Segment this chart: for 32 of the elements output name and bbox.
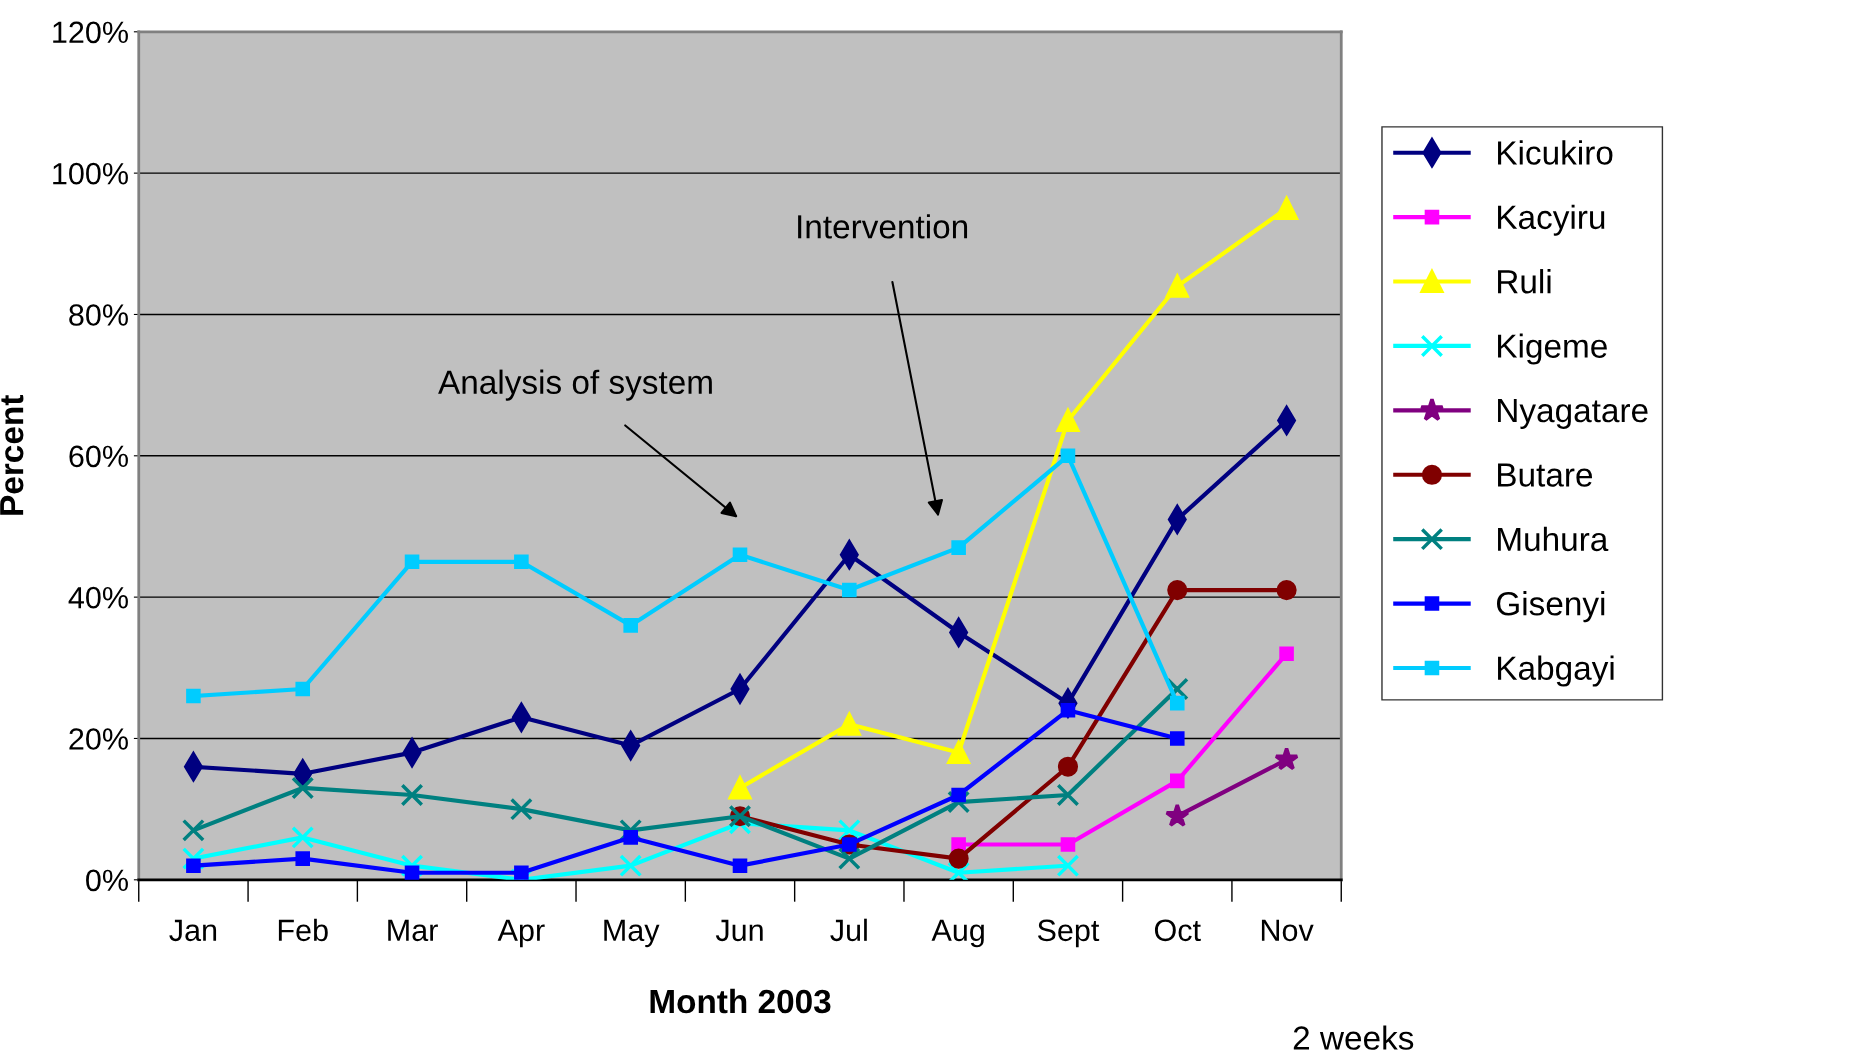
legend-label: Muhura bbox=[1498, 526, 1609, 552]
x-tick-label: Mar bbox=[388, 919, 438, 942]
y-tick-label: 80% bbox=[69, 304, 128, 326]
y-tick-label: 60% bbox=[69, 445, 128, 468]
annotation: Intervention bbox=[798, 214, 968, 239]
x-tick-label: Jul bbox=[830, 918, 867, 942]
y-tick-label: 120% bbox=[53, 21, 128, 44]
legend-label: Kabgayi bbox=[1498, 655, 1614, 687]
x-tick-label: Apr bbox=[497, 919, 545, 948]
legend-label: Ruli bbox=[1498, 269, 1551, 294]
y-axis-title: Percent bbox=[0, 395, 24, 515]
legend-label: Kicukiro bbox=[1498, 140, 1613, 165]
x-axis-title: Month 2003 bbox=[650, 988, 831, 1014]
x-tick-label: Jun bbox=[715, 919, 763, 942]
y-tick-label: 40% bbox=[68, 586, 128, 609]
x-tick-label: Oct bbox=[1154, 919, 1201, 942]
x-tick-label: Jan bbox=[169, 919, 217, 942]
legend-label: Nyagatare bbox=[1498, 399, 1648, 429]
legend-label: Butare bbox=[1498, 463, 1593, 487]
legend-label: Kacyiru bbox=[1498, 204, 1605, 236]
y-tick-label: 100% bbox=[53, 162, 128, 185]
x-tick-label: May bbox=[604, 919, 660, 948]
legend-label: Kigeme bbox=[1498, 333, 1607, 365]
x-tick-label: Nov bbox=[1261, 919, 1314, 942]
y-tick-label: 0% bbox=[86, 869, 128, 892]
x-tick-label: Feb bbox=[278, 918, 328, 942]
x-tick-label: Aug bbox=[931, 919, 984, 948]
legend-label: Gisenyi bbox=[1496, 591, 1605, 623]
text: 2 weeks bbox=[1293, 1025, 1414, 1050]
annotation: Analysis of system bbox=[438, 369, 712, 401]
x-tick-label: Sept bbox=[1037, 919, 1100, 948]
y-tick-label: 20% bbox=[69, 728, 128, 750]
